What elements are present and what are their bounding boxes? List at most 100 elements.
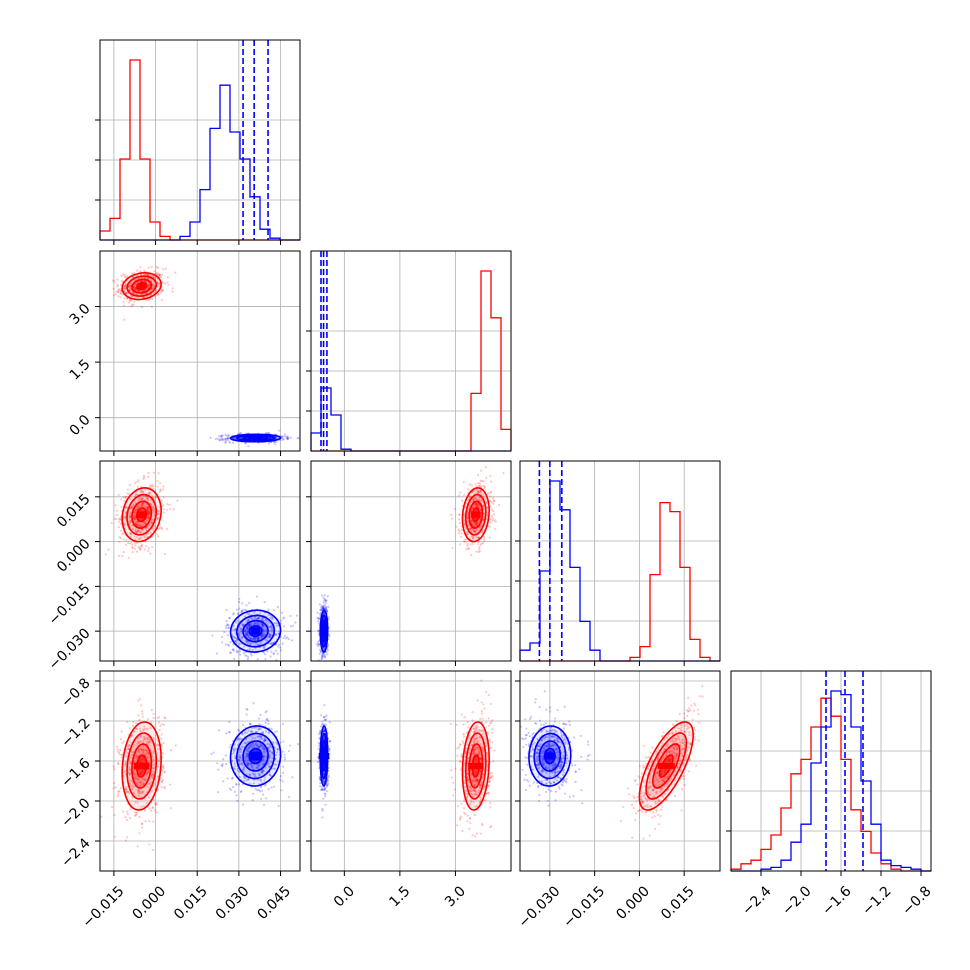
sample-point xyxy=(321,606,324,609)
sample-point xyxy=(475,503,479,506)
sample-point xyxy=(493,500,496,503)
sample-point xyxy=(176,499,179,502)
sample-point xyxy=(143,269,146,272)
sample-point xyxy=(144,540,147,543)
sample-point xyxy=(151,806,154,810)
sample-point xyxy=(326,649,329,652)
sample-point xyxy=(157,744,160,747)
sample-point xyxy=(245,633,248,636)
sample-point xyxy=(492,513,495,516)
sample-point xyxy=(220,435,223,439)
sample-point xyxy=(254,616,257,619)
sample-point xyxy=(119,296,122,299)
sample-point xyxy=(134,756,137,759)
sample-point xyxy=(262,747,265,750)
sample-point xyxy=(322,605,325,609)
sample-point xyxy=(491,497,495,500)
sample-point xyxy=(324,607,328,610)
sample-point xyxy=(485,744,488,748)
sample-point xyxy=(137,537,141,541)
sample-point xyxy=(139,547,142,550)
sample-point xyxy=(475,503,478,506)
sample-point xyxy=(130,295,134,298)
sample-point xyxy=(475,737,478,740)
sample-point xyxy=(132,285,135,289)
sample-point xyxy=(258,728,261,731)
sample-point xyxy=(274,633,277,636)
sample-point xyxy=(258,790,262,793)
sample-point xyxy=(459,491,462,494)
sample-point xyxy=(234,640,237,643)
sample-point xyxy=(254,737,257,740)
sample-point xyxy=(261,771,264,775)
sample-point xyxy=(260,734,263,738)
sample-point xyxy=(117,288,120,291)
sample-point xyxy=(232,624,235,627)
sample-point xyxy=(256,665,258,667)
sample-point xyxy=(141,748,144,751)
sample-point xyxy=(468,483,471,486)
sample-point xyxy=(463,769,466,773)
sample-point xyxy=(246,749,249,752)
sample-point xyxy=(235,608,239,611)
sample-point xyxy=(282,438,285,441)
sample-point xyxy=(134,529,137,532)
sample-point xyxy=(465,502,468,505)
sample-point xyxy=(146,737,149,740)
sample-point xyxy=(473,835,477,838)
sample-point xyxy=(270,751,274,754)
sample-point xyxy=(141,728,144,731)
sample-point xyxy=(473,503,476,506)
sample-point xyxy=(153,270,156,273)
sample-point xyxy=(320,658,323,661)
sample-point xyxy=(131,787,134,791)
sample-point xyxy=(246,762,249,765)
sample-point xyxy=(138,792,141,795)
sample-point xyxy=(230,777,234,780)
sample-point xyxy=(241,745,244,749)
sample-point xyxy=(139,498,143,502)
sample-point xyxy=(232,750,235,753)
sample-point xyxy=(133,542,136,545)
sample-point xyxy=(322,606,325,610)
sample-point xyxy=(125,292,128,295)
sample-point xyxy=(125,297,129,300)
sample-point xyxy=(475,724,478,728)
sample-point xyxy=(474,497,477,500)
sample-point xyxy=(258,772,261,775)
sample-point xyxy=(281,765,285,768)
sample-point xyxy=(148,512,151,515)
sample-point xyxy=(262,651,266,654)
sample-point xyxy=(131,505,134,508)
sample-point xyxy=(251,736,254,739)
sample-point xyxy=(130,506,133,509)
sample-point xyxy=(147,298,150,301)
sample-point xyxy=(142,477,145,481)
sample-point xyxy=(259,635,262,638)
sample-point xyxy=(266,717,269,721)
sample-point xyxy=(228,440,231,443)
sample-point xyxy=(279,646,282,649)
sample-point xyxy=(277,804,280,807)
sample-point xyxy=(134,517,137,520)
sample-point xyxy=(469,517,472,520)
sample-point xyxy=(275,753,278,757)
sample-point xyxy=(262,730,265,734)
sample-point xyxy=(470,535,473,538)
sample-point xyxy=(231,648,235,651)
sample-point xyxy=(473,748,476,752)
sample-point xyxy=(278,429,281,432)
sample-point xyxy=(140,749,144,752)
sample-point xyxy=(163,770,167,773)
sample-point xyxy=(226,634,229,637)
sample-point xyxy=(323,618,326,621)
sample-point xyxy=(135,755,139,758)
sample-point xyxy=(148,523,151,527)
sample-point xyxy=(459,760,462,763)
sample-point xyxy=(113,813,116,817)
sample-point xyxy=(479,832,482,835)
sample-point xyxy=(471,534,474,538)
sample-point xyxy=(252,782,255,785)
sample-point xyxy=(129,506,132,509)
sample-point xyxy=(467,488,470,491)
